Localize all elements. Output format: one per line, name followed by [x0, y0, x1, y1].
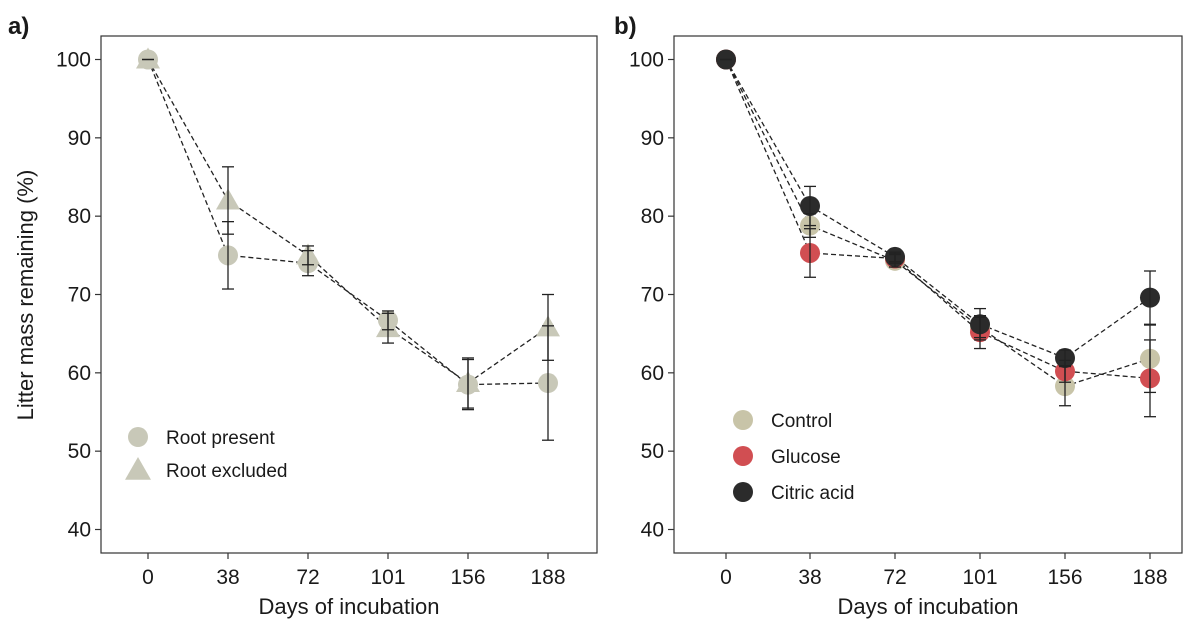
- y-tick-label: 90: [641, 127, 664, 150]
- x-tick-label: 0: [142, 566, 154, 589]
- x-tick-label: 38: [216, 566, 239, 589]
- y-tick-label: 70: [641, 284, 664, 307]
- data-point-root-excluded: [136, 47, 160, 69]
- x-axis-title: Days of incubation: [259, 594, 440, 619]
- y-tick-label: 60: [641, 362, 664, 385]
- x-tick-label: 38: [798, 566, 821, 589]
- legend-label: Control: [771, 411, 832, 432]
- y-tick-label: 60: [68, 362, 91, 385]
- series-line-glucose: [725, 59, 1151, 379]
- legend-marker: [733, 410, 753, 430]
- chart-panel-a: a) 40 50 60 70 80 90 100 0 38 72 101 156 188 Days of i…: [8, 13, 598, 619]
- plot-frame: [673, 35, 1183, 554]
- legend-marker: [733, 482, 753, 502]
- legend-marker: [125, 457, 151, 480]
- y-tick-label: 50: [641, 440, 664, 463]
- series-line-control: [725, 59, 1151, 387]
- chart-panel-b: b) 40 50 60 70 80 90 100 0 38 72 101 156 188 Days of i…: [614, 13, 1183, 619]
- x-tick-label: 101: [962, 566, 997, 589]
- panel-label: b): [614, 13, 637, 40]
- x-tick-label: 72: [296, 566, 319, 589]
- y-tick-label: 100: [629, 49, 664, 72]
- panel-label: a): [8, 13, 29, 40]
- x-tick-label: 188: [1132, 566, 1167, 589]
- series-line-root-present: [147, 59, 549, 386]
- y-tick-label: 80: [68, 205, 91, 228]
- x-tick-label: 101: [370, 566, 405, 589]
- legend: Root present Root excluded: [125, 427, 287, 482]
- legend-label: Glucose: [771, 447, 841, 468]
- legend-marker: [128, 427, 148, 447]
- y-tick-label: 100: [56, 49, 91, 72]
- legend-marker: [733, 446, 753, 466]
- x-tick-label: 188: [530, 566, 565, 589]
- x-tick-label: 72: [883, 566, 906, 589]
- y-tick-label: 80: [641, 205, 664, 228]
- y-tick-label: 70: [68, 284, 91, 307]
- x-tick-label: 156: [1047, 566, 1082, 589]
- legend-label: Root present: [166, 428, 276, 449]
- y-tick-label: 90: [68, 127, 91, 150]
- series-line-root-excluded: [147, 59, 549, 384]
- x-axis-title: Days of incubation: [838, 594, 1019, 619]
- y-tick-label: 50: [68, 440, 91, 463]
- y-tick-label: 40: [641, 519, 664, 542]
- x-tick-label: 156: [450, 566, 485, 589]
- legend: Control Glucose Citric acid: [733, 410, 854, 504]
- x-tick-label: 0: [720, 566, 732, 589]
- legend-label: Citric acid: [771, 483, 854, 504]
- y-axis-title: Litter mass remaining (%): [13, 170, 38, 421]
- series-line-citric-acid: [725, 59, 1151, 359]
- legend-label: Root excluded: [166, 461, 287, 482]
- y-tick-label: 40: [68, 519, 91, 542]
